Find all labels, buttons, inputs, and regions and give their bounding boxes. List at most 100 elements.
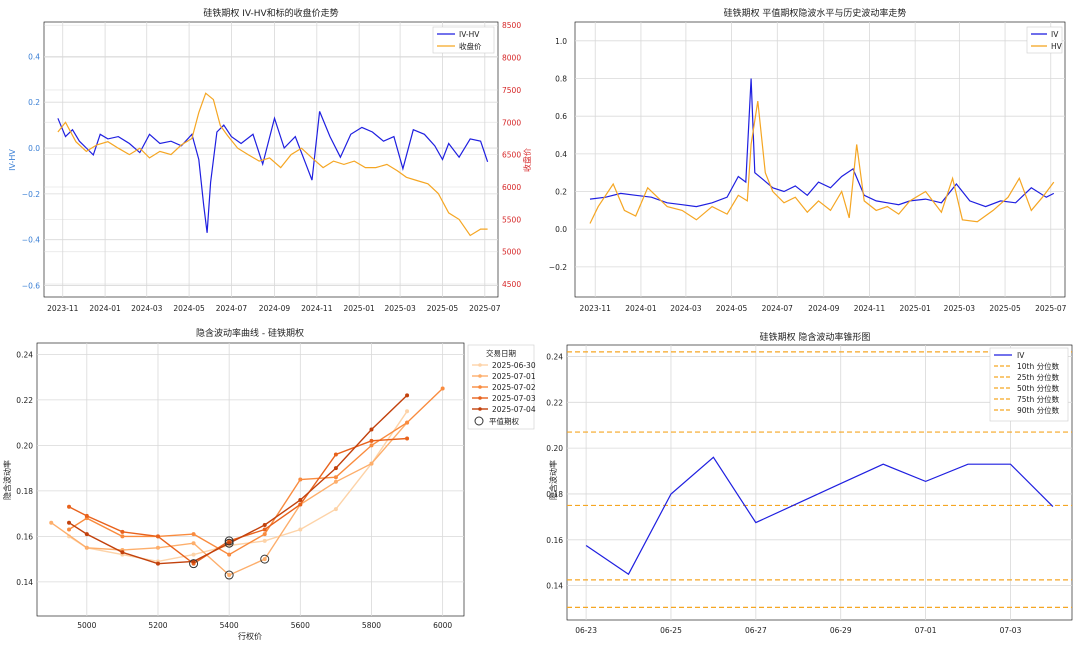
- chart1-y2-tick-label: 6000: [502, 183, 521, 192]
- chart3-point: [227, 552, 232, 557]
- chart3-x-tick-label: 6000: [433, 621, 452, 630]
- chart2-x-ticks: 2023-11 2024-01 2024-03 2024-05 2024-07 2024-…: [580, 304, 1067, 313]
- chart-ivhv-price: 硅铁期权 IV-HV和标的收盘价走势 2023-11 2024-01 2024-03…: [8, 7, 532, 313]
- chart3-point: [440, 386, 445, 391]
- chart3-point: [369, 443, 374, 448]
- chart3-legend-items: 2025-06-30 2025-07-01 2025-07-02 2025-07-03…: [472, 361, 536, 414]
- chart3-point: [120, 534, 125, 539]
- chart2-y-tick-label: −0.2: [549, 263, 567, 272]
- chart3-point: [333, 475, 338, 480]
- chart4-legend-box: [989, 347, 1069, 422]
- chart3-point: [298, 502, 303, 507]
- chart1-x-tick-label: 2024-03: [131, 304, 163, 313]
- chart3-line-2025-07-04: [68, 394, 408, 565]
- chart4-series: [567, 351, 1072, 608]
- chart1-series: [57, 92, 489, 237]
- chart2-legend-hv: HV: [1051, 42, 1063, 51]
- chart3-x-tick-label: 5600: [291, 621, 310, 630]
- chart3-point: [67, 520, 72, 525]
- chart4-x-tick-label: 06-23: [575, 626, 597, 635]
- chart4-legend-label: 75th 分位数: [1017, 394, 1060, 404]
- chart3-point: [84, 513, 89, 518]
- chart4-y-ticks: 0.14 0.16 0.18 0.20 0.22 0.24: [546, 352, 563, 590]
- chart4-title: 硅铁期权 隐含波动率锥形图: [760, 331, 871, 343]
- chart3-atm-marker: [224, 570, 234, 580]
- chart2-x-tick-label: 2024-01: [625, 304, 657, 313]
- chart-iv-cone: 硅铁期权 隐含波动率锥形图 06-23 06-25 06-27 06-29 07-01 0…: [546, 331, 1073, 635]
- chart1-y-tick-label: −0.2: [22, 190, 40, 199]
- chart3-legend-title: 交易日期: [486, 348, 516, 358]
- chart1-y2-tick-label: 6500: [502, 151, 521, 160]
- chart3-x-tick-label: 5400: [220, 621, 239, 630]
- chart2-hv-line: [589, 101, 1055, 224]
- chart2-series: [589, 78, 1055, 224]
- chart3-point: [405, 436, 410, 441]
- chart3-atm-marker: [224, 536, 234, 546]
- chart4-legend-label: 50th 分位数: [1017, 383, 1060, 393]
- chart3-point: [369, 427, 374, 432]
- chart1-y-ticks-right: 4500 5000 5500 6000 6500 7000 7500 8000 8500: [502, 21, 521, 289]
- chart4-legend-label: 90th 分位数: [1017, 405, 1060, 415]
- chart1-y2-tick-label: 5500: [502, 215, 521, 224]
- chart1-ylabel: IV-HV: [8, 149, 17, 171]
- chart2-y-ticks: −0.2 0.0 0.2 0.4 0.6 0.8 1.0: [549, 37, 567, 272]
- chart3-point: [298, 497, 303, 502]
- chart2-y-tick-label: 0.6: [555, 112, 567, 121]
- chart3-point: [49, 520, 54, 525]
- chart3-point: [67, 504, 72, 509]
- chart3-y-tick-label: 0.16: [16, 532, 33, 541]
- chart3-grid: [37, 343, 464, 616]
- chart1-x-tick-label: 2025-01: [343, 304, 375, 313]
- chart4-y-tick-label: 0.20: [546, 444, 563, 453]
- chart3-atm-markers: [189, 536, 270, 580]
- chart2-y-tick-label: 0.8: [555, 75, 567, 84]
- chart3-y-tick-label: 0.22: [16, 396, 33, 405]
- chart1-x-tick-label: 2024-01: [89, 304, 121, 313]
- chart1-x-tick-label: 2025-05: [427, 304, 459, 313]
- chart3-legend-label: 2025-06-30: [492, 361, 536, 370]
- chart2-legend-box: [1026, 26, 1063, 54]
- chart3-plot-frame: [36, 342, 465, 617]
- chart3-point: [67, 527, 72, 532]
- chart1-y-tick-label: 0.0: [28, 144, 40, 153]
- chart4-iv-line: [585, 456, 1054, 576]
- chart3-point: [333, 507, 338, 512]
- chart1-x-tick-label: 2025-07: [469, 304, 501, 313]
- chart3-point: [227, 573, 232, 578]
- chart4-x-ticks: 06-23 06-25 06-27 06-29 07-01 07-03: [575, 626, 1021, 635]
- chart3-legend-label: 2025-07-03: [492, 394, 536, 403]
- chart1-y2-tick-label: 7000: [502, 118, 521, 127]
- chart1-x-tick-label: 2025-03: [384, 304, 416, 313]
- chart4-y-tick-label: 0.14: [546, 582, 563, 591]
- chart3-x-ticks: 5000 5200 5400 5600 5800 6000: [77, 621, 452, 630]
- chart3-point: [369, 461, 374, 466]
- chart3-point: [155, 545, 160, 550]
- chart1-y2-tick-label: 5000: [502, 248, 521, 257]
- chart1-x-tick-label: 2024-05: [173, 304, 205, 313]
- chart1-y2label: 收盘价: [522, 148, 532, 172]
- chart3-point: [191, 532, 196, 537]
- chart3-point: [262, 532, 267, 537]
- chart3-x-tick-label: 5200: [148, 621, 167, 630]
- chart3-point: [333, 479, 338, 484]
- chart3-point: [405, 409, 410, 414]
- chart3-point: [120, 550, 125, 555]
- chart-iv-hv: 硅铁期权 平值期权隐波水平与历史波动率走势 2023-11 2024-01 2024…: [549, 7, 1067, 313]
- chart3-point: [191, 552, 196, 557]
- chart1-legend-ivhv: IV-HV: [459, 30, 480, 39]
- chart4-plot-frame: [566, 344, 1073, 621]
- chart2-title: 硅铁期权 平值期权隐波水平与历史波动率走势: [724, 7, 907, 19]
- chart4-x-tick-label: 07-01: [915, 626, 937, 635]
- chart4-x-tick-label: 06-27: [745, 626, 767, 635]
- chart1-x-tick-label: 2023-11: [47, 304, 79, 313]
- chart4-x-tick-label: 06-25: [660, 626, 682, 635]
- chart3-atm-marker: [224, 538, 234, 548]
- chart3-legend: 交易日期 2025-06-302025-07-012025-07-022025-…: [467, 344, 536, 430]
- chart2-legend-iv: IV: [1051, 30, 1059, 39]
- chart3-legend-swatch-dot: [478, 407, 482, 411]
- chart1-y2-tick-label: 7500: [502, 86, 521, 95]
- chart3-point: [405, 420, 410, 425]
- chart1-y-tick-label: 0.4: [28, 52, 40, 61]
